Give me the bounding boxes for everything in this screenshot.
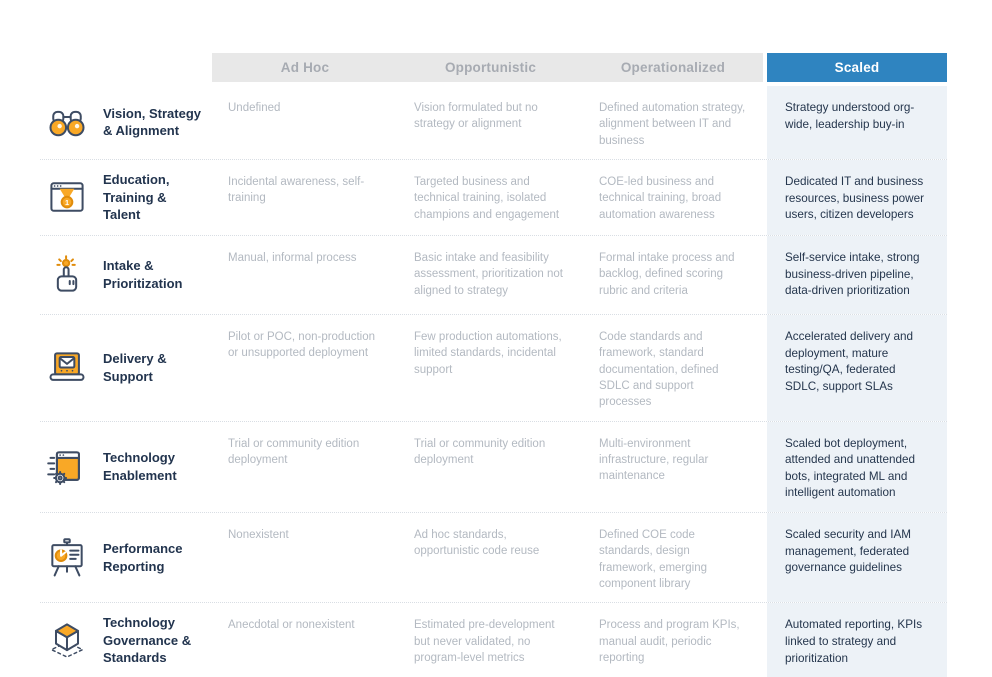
table-row: Technology Governance & Standards Anecdo…	[40, 603, 947, 677]
cell-operationalized: COE-led business and technical training,…	[599, 175, 722, 221]
cell-opportunistic: Targeted business and technical training…	[414, 175, 560, 221]
cell-ad-hoc: Anecdotal or nonexistent	[228, 619, 355, 632]
row-header-governance: Technology Governance & Standards	[40, 603, 212, 677]
cell-ad-hoc: Pilot or POC, non-production or unsuppor…	[228, 330, 376, 360]
cell-scaled: Dedicated IT and business resources, bus…	[767, 159, 947, 235]
table-row: Vision, Strategy & Alignment Undefined V…	[40, 86, 947, 160]
cell-operationalized: Process and program KPIs, manual audit, …	[599, 619, 740, 665]
header-row: Ad Hoc Opportunistic Operationalized Sca…	[40, 53, 947, 82]
column-header-opportunistic: Opportunistic	[398, 53, 583, 82]
cell-scaled: Scaled security and IAM management, fede…	[767, 513, 947, 603]
cell-opportunistic: Ad hoc standards, opportunistic code reu…	[414, 529, 540, 558]
table-row: Performance Reporting Nonexistent Ad hoc…	[40, 513, 947, 604]
column-header-scaled: Scaled	[767, 53, 947, 82]
row-label: Intake & Prioritization	[103, 258, 183, 291]
cell-ad-hoc: Nonexistent	[228, 529, 289, 542]
table-row: Intake & Prioritization Manual, informal…	[40, 235, 947, 315]
row-label: Education, Training & Talent	[103, 172, 170, 223]
column-header-operationalized: Operationalized	[583, 53, 763, 82]
row-header-education: 1 Education, Training & Talent	[40, 160, 212, 235]
cell-ad-hoc: Incidental awareness, self-training	[228, 175, 365, 205]
table-row: 1 Education, Training & Talent Incidenta…	[40, 159, 947, 236]
cell-ad-hoc: Undefined	[228, 102, 281, 114]
row-label: Delivery & Support	[103, 351, 167, 384]
laptop-mail-icon	[44, 345, 90, 391]
cell-opportunistic: Few production automations, limited stan…	[414, 330, 562, 376]
cube-icon	[44, 617, 90, 663]
cell-operationalized: Code standards and framework, standard d…	[599, 330, 719, 409]
cell-scaled: Accelerated delivery and deployment, mat…	[767, 314, 947, 421]
binoculars-icon	[44, 99, 90, 145]
row-header-tech-enablement: Technology Enablement	[40, 422, 212, 512]
cell-scaled: Self-service intake, strong business-dri…	[767, 235, 947, 314]
hand-press-icon	[44, 252, 90, 298]
cell-scaled: Scaled bot deployment, attended and unat…	[767, 421, 947, 513]
row-label: Performance Reporting	[103, 541, 183, 574]
table-row: Delivery & Support Pilot or POC, non-pro…	[40, 314, 947, 422]
svg-text:1: 1	[65, 198, 69, 207]
cell-opportunistic: Trial or community edition deployment	[414, 437, 546, 466]
cell-ad-hoc: Manual, informal process	[228, 251, 357, 264]
medal-window-icon: 1	[44, 174, 90, 220]
cell-operationalized: Formal intake process and backlog, defin…	[599, 251, 735, 297]
cell-operationalized: Defined automation strategy, alignment b…	[599, 102, 746, 147]
row-header-delivery: Delivery & Support	[40, 315, 212, 421]
cell-ad-hoc: Trial or community edition deployment	[228, 437, 360, 466]
cell-operationalized: Defined COE code standards, design frame…	[599, 529, 708, 591]
row-header-vision: Vision, Strategy & Alignment	[40, 86, 212, 159]
row-label: Vision, Strategy & Alignment	[103, 105, 202, 139]
cell-opportunistic: Vision formulated but no strategy or ali…	[414, 102, 538, 131]
window-gear-icon	[44, 444, 90, 490]
column-header-ad-hoc: Ad Hoc	[212, 53, 398, 82]
table-row: Technology Enablement Trial or community…	[40, 421, 947, 514]
row-label: Technology Governance & Standards	[103, 614, 192, 666]
cell-scaled: Strategy understood org-wide, leadership…	[767, 86, 947, 159]
easel-chart-icon	[44, 535, 90, 581]
maturity-matrix: Ad Hoc Opportunistic Operationalized Sca…	[40, 53, 947, 677]
cell-opportunistic: Basic intake and feasibility assessment,…	[414, 251, 563, 297]
row-header-intake: Intake & Prioritization	[40, 236, 212, 314]
cell-operationalized: Multi-environment infrastructure, regula…	[599, 437, 709, 483]
cell-opportunistic: Estimated pre-development but never vali…	[414, 619, 555, 665]
row-header-performance: Performance Reporting	[40, 513, 212, 602]
header-spacer-cell	[40, 53, 212, 82]
cell-scaled: Automated reporting, KPIs linked to stra…	[767, 603, 947, 677]
row-label: Technology Enablement	[103, 450, 177, 483]
